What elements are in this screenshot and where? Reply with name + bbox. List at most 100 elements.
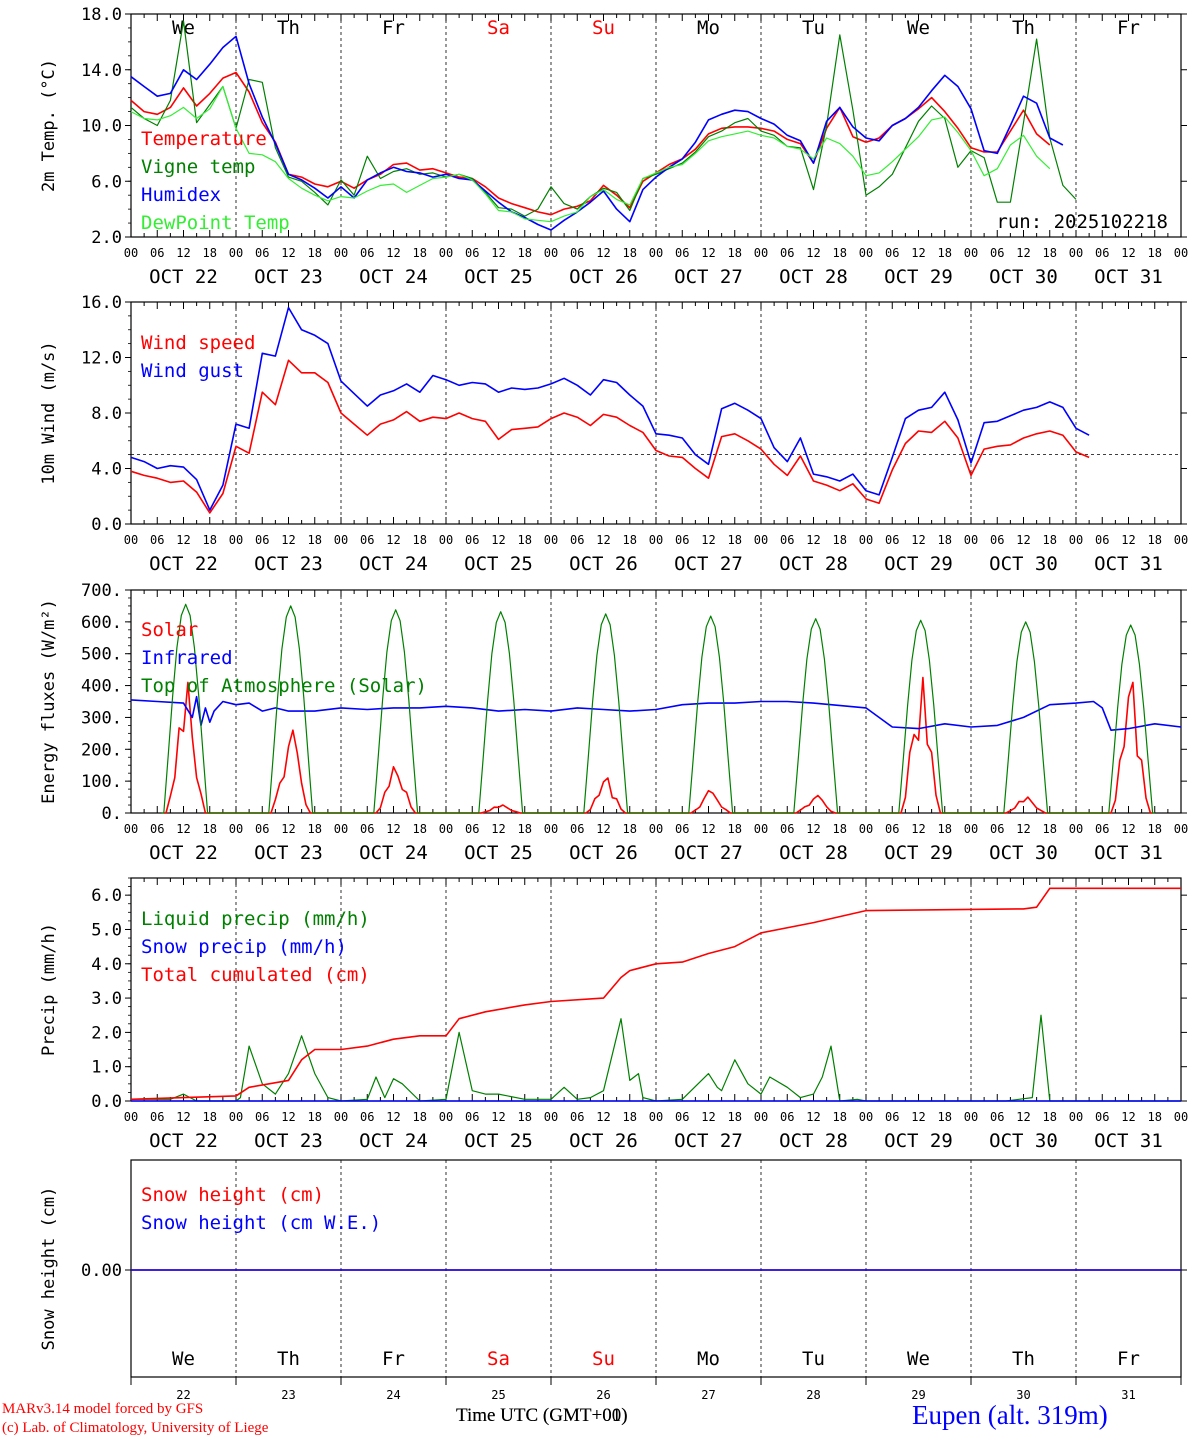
precip-panel: 00 06 12 18 00 06 12 18 00 06 12 18 00 06 12 18 00 06 12 18…	[39, 878, 1188, 1152]
snow-panel: 22 23 24 25 26 27 28 29 30 310.00Snow height (cm)…	[39, 1160, 1187, 1402]
temp-weekday-label: We	[907, 17, 930, 39]
temp-hour-label: 18	[833, 246, 847, 260]
wind-hour-label: 18	[308, 533, 322, 547]
precip-hour-label: 06	[675, 1110, 689, 1124]
temp-weekday-label: Fr	[1117, 17, 1140, 39]
snow-day-number: 27	[701, 1388, 715, 1402]
precip-hour-label: 12	[1016, 1110, 1030, 1124]
energy-hour-label: 18	[938, 822, 952, 836]
temp-hour-label: 00	[1069, 246, 1083, 260]
wind-hour-label: 18	[623, 533, 637, 547]
energy-hour-label: 18	[728, 822, 742, 836]
precip-hour-label: 12	[596, 1110, 610, 1124]
temp-hour-label: 18	[308, 246, 322, 260]
temp-hour-label: 00	[859, 246, 873, 260]
snow-day-number: 26	[596, 1388, 610, 1402]
temp-y-tick-label: 18.0	[81, 5, 122, 25]
precip-hour-label: 06	[1095, 1110, 1109, 1124]
energy-date-label: OCT 28	[779, 842, 848, 864]
snow-weekday-label: Th	[277, 1348, 300, 1370]
precip-hour-label: 06	[780, 1110, 794, 1124]
precip-hour-label: 18	[623, 1110, 637, 1124]
energy-hour-label: 06	[150, 822, 164, 836]
temp-date-label: OCT 27	[674, 266, 743, 288]
energy-date-label: OCT 30	[989, 842, 1058, 864]
energy-date-label: OCT 31	[1094, 842, 1163, 864]
temp-hour-label: 12	[491, 246, 505, 260]
temp-hour-label: 12	[386, 246, 400, 260]
energy-legend-solar: Solar	[141, 619, 198, 641]
energy-hour-label: 06	[780, 822, 794, 836]
snow-weekday-label: Mo	[697, 1348, 720, 1370]
precip-y-axis-title: Precip (mm/h)	[39, 923, 59, 1056]
wind-hour-label: 00	[1069, 533, 1083, 547]
temp-date-label: OCT 30	[989, 266, 1058, 288]
energy-date-label: OCT 23	[254, 842, 323, 864]
precip-hour-label: 18	[938, 1110, 952, 1124]
energy-y-tick-label: 400.	[81, 677, 122, 697]
precip-hour-label: 18	[728, 1110, 742, 1124]
temp-weekday-label: Mo	[697, 17, 720, 39]
energy-hour-label: 18	[308, 822, 322, 836]
precip-hour-label: 06	[885, 1110, 899, 1124]
energy-y-tick-label: 200.	[81, 740, 122, 760]
energy-date-label: OCT 26	[569, 842, 638, 864]
precip-legend-snow-precip-mm-h-: Snow precip (mm/h)	[141, 936, 347, 958]
wind-hour-label: 00	[124, 533, 138, 547]
wind-date-label: OCT 30	[989, 553, 1058, 575]
wind-hour-label: 18	[833, 533, 847, 547]
temp-hour-label: 06	[570, 246, 584, 260]
precip-hour-label: 12	[701, 1110, 715, 1124]
temp-hour-label: 18	[728, 246, 742, 260]
wind-series-wind-gust	[131, 308, 1089, 511]
wind-hour-label: 00	[334, 533, 348, 547]
energy-hour-label: 12	[911, 822, 925, 836]
energy-hour-label: 00	[544, 822, 558, 836]
temp-hour-label: 06	[885, 246, 899, 260]
temp-hour-label: 00	[334, 246, 348, 260]
wind-hour-label: 00	[544, 533, 558, 547]
temp-date-label: OCT 28	[779, 266, 848, 288]
energy-hour-label: 06	[255, 822, 269, 836]
temp-y-tick-label: 2.0	[91, 228, 122, 248]
temp-hour-label: 00	[649, 246, 663, 260]
energy-hour-label: 00	[334, 822, 348, 836]
wind-hour-label: 06	[675, 533, 689, 547]
temp-date-label: OCT 23	[254, 266, 323, 288]
wind-hour-label: 12	[806, 533, 820, 547]
precip-date-label: OCT 28	[779, 1130, 848, 1152]
wind-hour-label: 00	[754, 533, 768, 547]
precip-hour-label: 18	[518, 1110, 532, 1124]
snow-weekday-label: We	[172, 1348, 195, 1370]
snow-weekday-label: Sa	[487, 1348, 510, 1370]
precip-hour-label: 06	[150, 1110, 164, 1124]
wind-hour-label: 18	[938, 533, 952, 547]
temp-hour-label: 00	[544, 246, 558, 260]
wind-hour-label: 12	[701, 533, 715, 547]
temp-hour-label: 06	[1095, 246, 1109, 260]
precip-date-label: OCT 30	[989, 1130, 1058, 1152]
energy-hour-label: 00	[964, 822, 978, 836]
precip-y-tick-label: 4.0	[91, 955, 122, 975]
wind-hour-label: 06	[1095, 533, 1109, 547]
precip-date-label: OCT 22	[149, 1130, 218, 1152]
precip-hour-label: 12	[806, 1110, 820, 1124]
temp-weekday-label: Fr	[382, 17, 405, 39]
temp-y-tick-label: 10.0	[81, 117, 122, 137]
energy-series-infrared	[131, 697, 1181, 731]
energy-panel: 00 06 12 18 00 06 12 18 00 06 12 18 00 06 12 18 00 06 12 18…	[39, 581, 1188, 864]
snow-weekday-label: Th	[1012, 1348, 1035, 1370]
precip-legend-liquid-precip-mm-h-: Liquid precip (mm/h)	[141, 908, 370, 930]
temp-hour-label: 12	[176, 246, 190, 260]
wind-hour-label: 18	[728, 533, 742, 547]
energy-y-tick-label: 700.	[81, 581, 122, 601]
wind-y-tick-label: 8.0	[91, 404, 122, 424]
energy-hour-label: 12	[281, 822, 295, 836]
precip-hour-label: 18	[833, 1110, 847, 1124]
wind-date-label: OCT 31	[1094, 553, 1163, 575]
temp-series-vigne-temp	[131, 21, 1076, 216]
energy-y-tick-label: 100.	[81, 772, 122, 792]
wind-hour-label: 12	[1016, 533, 1030, 547]
wind-hour-label: 12	[176, 533, 190, 547]
energy-hour-label: 00	[439, 822, 453, 836]
